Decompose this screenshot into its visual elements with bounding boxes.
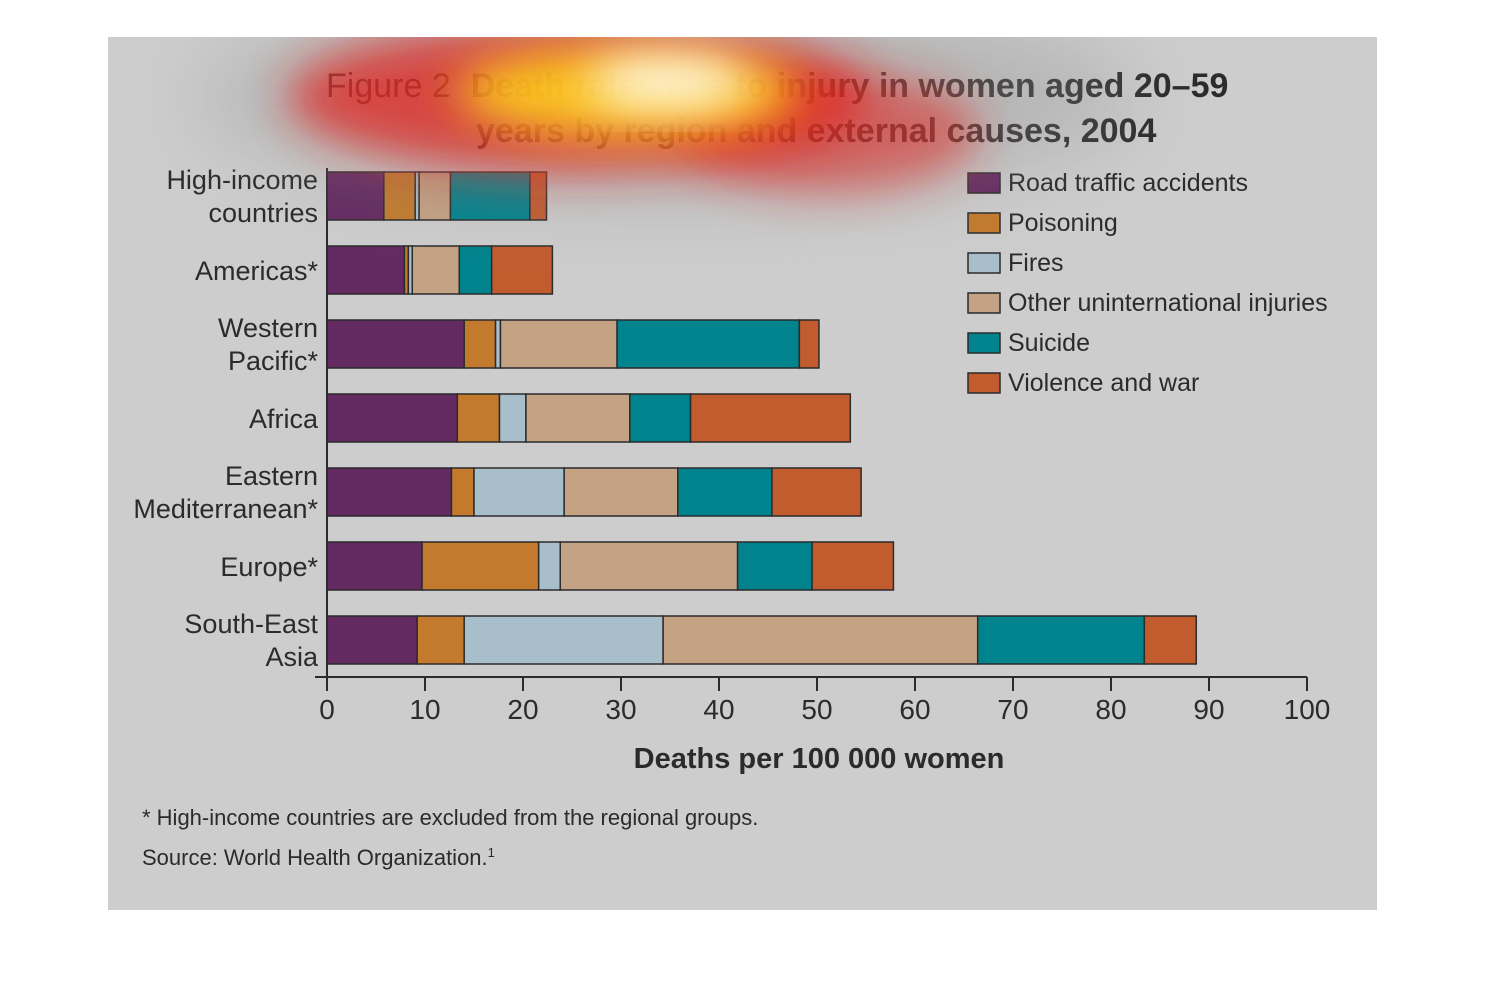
x-tick-label: 40 xyxy=(703,694,734,725)
x-axis: 0 10 20 30 40 50 60 70 80 90 100 xyxy=(315,168,1330,725)
bar-segment xyxy=(563,467,679,517)
legend-swatch xyxy=(967,292,1001,314)
legend-swatch xyxy=(967,332,1001,354)
x-tick-label: 30 xyxy=(605,694,636,725)
bar-segment xyxy=(456,393,501,443)
category-label: Mediterranean* xyxy=(133,494,318,524)
bar-segment xyxy=(499,319,618,369)
category-label: Europe* xyxy=(220,552,318,582)
legend-label: Violence and war xyxy=(1008,369,1199,397)
category-label: South-East xyxy=(184,609,318,639)
bar-segment xyxy=(411,245,461,295)
bar-segment xyxy=(537,541,561,591)
bar-segment xyxy=(677,467,773,517)
figure-title-line1: Death rates due to injury in women aged … xyxy=(471,67,1229,105)
category-label: Asia xyxy=(265,642,319,672)
legend-swatch xyxy=(967,372,1001,394)
legend-label: Suicide xyxy=(1008,329,1090,357)
x-tick-label: 20 xyxy=(507,694,538,725)
legend-label: Fires xyxy=(1008,249,1064,277)
x-tick-label: 0 xyxy=(319,694,335,725)
x-tick-label: 100 xyxy=(1284,694,1331,725)
category-label: Americas* xyxy=(195,256,319,286)
bar-segment xyxy=(616,319,801,369)
figure-title-line2: years by region and external causes, 200… xyxy=(476,112,1156,150)
legend: Road traffic accidents Poisoning Fires Othe… xyxy=(967,169,1328,397)
bar-segment xyxy=(629,393,692,443)
x-tick-label: 70 xyxy=(997,694,1028,725)
x-tick-label: 10 xyxy=(409,694,440,725)
bars-group xyxy=(326,171,1198,665)
footnote-note: * High-income countries are excluded fro… xyxy=(142,805,758,830)
bar-segment xyxy=(559,541,739,591)
bar-segment xyxy=(326,171,385,221)
bar-segment xyxy=(473,467,565,517)
bar-segment xyxy=(490,245,554,295)
category-label: High-income xyxy=(166,165,318,195)
bar-segment xyxy=(416,615,465,665)
category-label: Eastern xyxy=(225,461,318,491)
bar-segment xyxy=(529,171,548,221)
legend-swatch xyxy=(967,252,1001,274)
x-tick-label: 90 xyxy=(1193,694,1224,725)
bar-segment xyxy=(326,541,423,591)
bar-segment xyxy=(798,319,820,369)
legend-swatch xyxy=(967,212,1001,234)
bar-segment xyxy=(463,319,497,369)
category-label: Pacific* xyxy=(228,346,319,376)
bar-segment xyxy=(326,467,453,517)
bar-segment xyxy=(525,393,631,443)
bar-segment xyxy=(736,541,813,591)
legend-label: Other uninternational injuries xyxy=(1008,289,1328,317)
bar-segment xyxy=(326,319,465,369)
category-label: countries xyxy=(208,198,318,228)
bar-segment xyxy=(326,615,418,665)
bar-segment xyxy=(463,615,664,665)
legend-label: Poisoning xyxy=(1008,209,1118,237)
footnote-source: Source: World Health Organization.1 xyxy=(142,845,495,870)
footnote-source-text: Source: World Health Organization. xyxy=(142,845,488,870)
bar-segment xyxy=(421,541,540,591)
bar-segment xyxy=(771,467,862,517)
bar-segment xyxy=(811,541,895,591)
x-axis-label: Deaths per 100 000 women xyxy=(634,743,1005,775)
category-label: Western xyxy=(218,313,318,343)
figure-label: Figure 2 xyxy=(326,67,451,105)
x-tick-label: 60 xyxy=(899,694,930,725)
bar-segment xyxy=(418,171,452,221)
bar-segment xyxy=(450,467,475,517)
bar-segment xyxy=(662,615,979,665)
bar-segment xyxy=(498,393,527,443)
x-tick-label: 80 xyxy=(1095,694,1126,725)
bar-segment xyxy=(383,171,416,221)
category-label: Africa xyxy=(249,404,319,434)
legend-swatch xyxy=(967,172,1001,194)
bar-segment xyxy=(326,245,406,295)
bar-segment xyxy=(449,171,531,221)
bar-segment xyxy=(689,393,852,443)
x-tick-label: 50 xyxy=(801,694,832,725)
bar-segment xyxy=(326,393,459,443)
bar-segment xyxy=(1143,615,1198,665)
footnote-source-ref: 1 xyxy=(488,845,495,860)
legend-label: Road traffic accidents xyxy=(1008,169,1248,197)
bar-segment xyxy=(976,615,1146,665)
bar-segment xyxy=(458,245,493,295)
figure-title: Figure 2 Death rates due to injury in wom… xyxy=(326,67,1228,105)
